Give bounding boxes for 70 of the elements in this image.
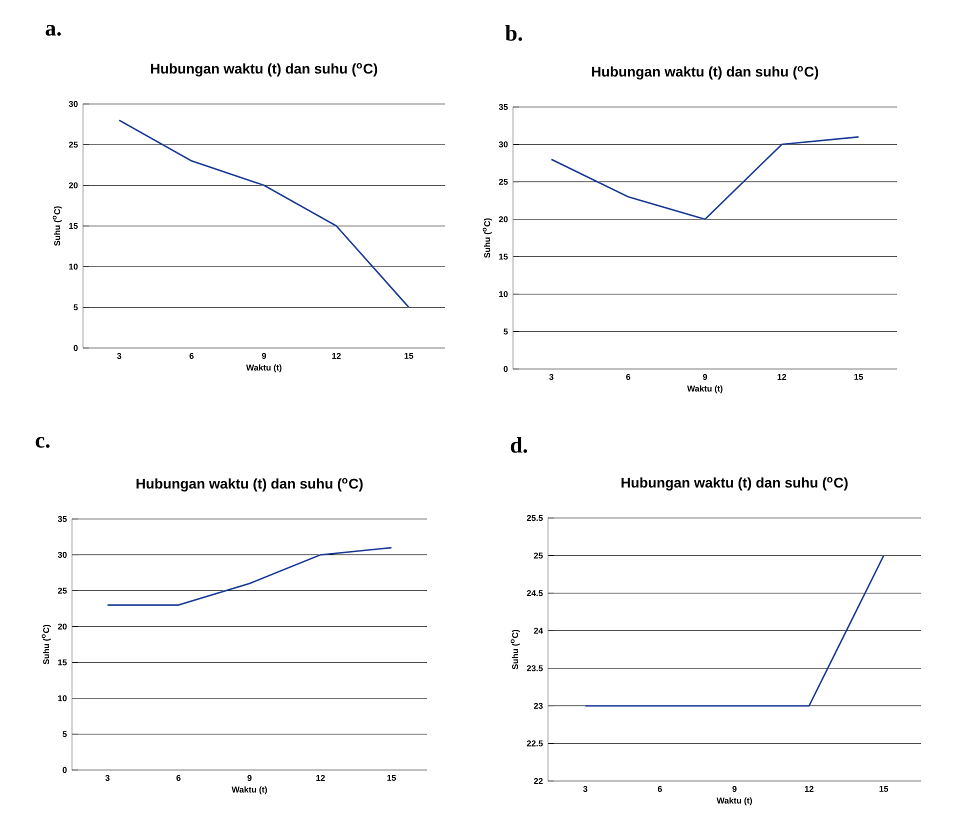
x-tick-label: 3: [117, 352, 122, 359]
x-tick-label: 12: [332, 352, 341, 359]
x-tick-label: 6: [626, 374, 630, 380]
text: c.: [36, 436, 50, 448]
x-tick-label: 15: [854, 374, 864, 380]
y-tick-label: 30: [58, 552, 67, 558]
y-tick-label: 0: [62, 767, 67, 773]
x-tick-label: 9: [247, 774, 252, 781]
line-series: [106, 546, 392, 606]
y-tick-label: 15: [499, 254, 508, 260]
y-tick-label: 5: [74, 304, 78, 310]
y-tick-label: 0: [74, 345, 78, 351]
x-tick-label: 6: [658, 786, 662, 792]
y-tick-label: 25: [534, 552, 543, 559]
y-tick-label: 24.5: [526, 590, 543, 596]
y-tick-label: 10: [58, 695, 67, 702]
x-tick-label: 9: [262, 352, 266, 359]
x-axis-title: Waktu (t): [716, 797, 752, 806]
x-tick-label: 6: [190, 352, 194, 359]
y-tick-label: 23: [534, 702, 543, 709]
y-tick-label: 5: [504, 328, 508, 335]
x-tick-label: 12: [316, 774, 325, 781]
x-tick-label: 3: [105, 774, 110, 781]
text: a.: [46, 24, 61, 36]
y-tick-label: 22.5: [526, 740, 543, 746]
y-axis-title: Suhu ($^{o}$C): [482, 218, 492, 258]
y-tick-label: 22: [534, 778, 543, 784]
x-tick-label: 9: [702, 374, 708, 380]
y-tick-label: 15: [58, 659, 67, 666]
y-tick-label: 20: [58, 624, 67, 630]
y-tick-label: 5: [62, 731, 67, 738]
chart-title: Hubungan waktu (t) dan suhu ($^{o}$C): [136, 478, 363, 492]
y-tick-label: 0: [504, 366, 508, 372]
y-tick-label: 23.5: [526, 665, 543, 672]
y-tick-label: 25: [68, 142, 78, 148]
y-tick-label: 25: [498, 178, 508, 185]
y-tick-label: 24: [534, 628, 543, 634]
x-axis-title: Waktu (t): [246, 364, 282, 372]
x-tick-label: 3: [549, 374, 554, 380]
chart-title: Hubungan waktu (t) dan suhu ($^{o}$C): [592, 66, 818, 80]
y-tick-label: 10: [69, 264, 78, 270]
x-axis-title: Waktu (t): [687, 385, 722, 394]
x-tick-label: 15: [387, 774, 396, 781]
line-series: [550, 136, 860, 220]
x-tick-label: 6: [176, 774, 181, 781]
x-tick-label: 3: [583, 786, 588, 792]
x-tick-label: 15: [880, 786, 888, 792]
y-tick-label: 10: [499, 291, 508, 298]
x-tick-label: 9: [732, 786, 737, 792]
y-axis-title: Suhu ($^{o}$C): [52, 206, 62, 246]
x-axis-title: Waktu (t): [232, 786, 267, 794]
y-tick-label: 35: [58, 516, 67, 522]
x-tick-label: 12: [804, 786, 814, 792]
y-tick-label: 30: [68, 100, 78, 107]
chart-title: Hubungan waktu (t) dan suhu ($^{o}$C): [151, 63, 378, 77]
x-tick-label: 12: [778, 374, 786, 380]
y-tick-label: 20: [498, 216, 508, 222]
y-tick-label: 25.5: [526, 515, 543, 521]
y-tick-label: 20: [68, 182, 78, 188]
chart-title: Hubungan waktu (t) dan suhu ($^{o}$C): [622, 477, 848, 491]
line-series: [118, 119, 410, 308]
x-tick-label: 15: [404, 352, 414, 359]
y-tick-label: 15: [69, 223, 78, 229]
text: d.: [510, 436, 528, 453]
y-tick-label: 35: [498, 104, 508, 110]
text: b.: [505, 24, 522, 41]
y-tick-label: 25: [58, 588, 67, 594]
y-axis-title: Suhu ($^{o}$C): [42, 624, 51, 664]
y-tick-label: 30: [498, 141, 508, 148]
y-axis-title: Suhu ($^{o}$C): [510, 630, 520, 670]
